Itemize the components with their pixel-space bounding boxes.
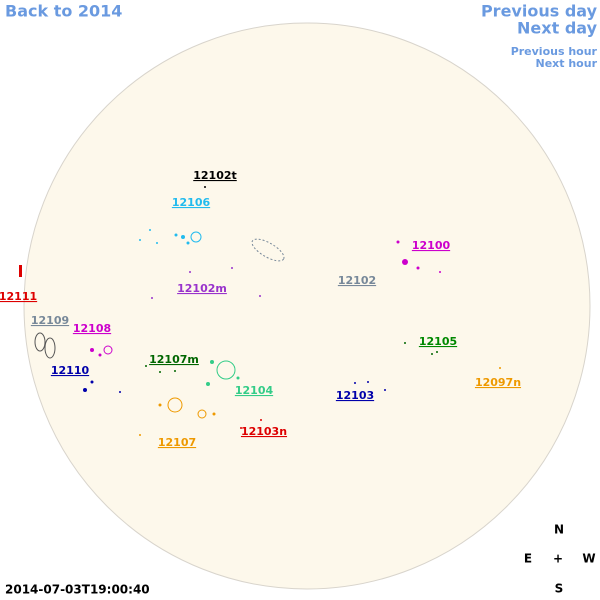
region-label[interactable]: 12109 xyxy=(31,314,69,327)
compass-south: S xyxy=(555,582,564,596)
region-label[interactable]: 12103n xyxy=(241,425,287,438)
region-label[interactable]: 12106 xyxy=(172,196,211,209)
region-label[interactable]: 12108 xyxy=(73,322,111,335)
region-label[interactable]: 12102t xyxy=(193,169,237,182)
timestamp: 2014-07-03T19:00:40 xyxy=(5,583,150,597)
region-label[interactable]: 12105 xyxy=(419,335,457,348)
region-label[interactable]: 12107 xyxy=(158,436,196,449)
region-label[interactable]: 12102 xyxy=(338,274,376,287)
region-label[interactable]: 12111 xyxy=(0,290,37,303)
region-label[interactable]: 12100 xyxy=(412,239,451,252)
next-hour-link[interactable]: Next hour xyxy=(536,57,598,70)
region-label[interactable]: 12097n xyxy=(475,376,521,389)
region-label[interactable]: 12103 xyxy=(336,389,374,402)
region-label[interactable]: 12104 xyxy=(235,384,274,397)
back-link[interactable]: Back to 2014 xyxy=(5,2,122,21)
compass-west: W xyxy=(582,552,595,566)
sunspot-marks xyxy=(19,186,501,436)
solar-disk xyxy=(23,22,591,590)
compass-center: + xyxy=(553,552,563,566)
next-day-link[interactable]: Next day xyxy=(517,19,598,38)
compass-north: N xyxy=(554,523,564,537)
previous-day-link[interactable]: Previous day xyxy=(481,2,598,21)
region-label[interactable]: 12107m xyxy=(149,353,199,366)
previous-hour-link[interactable]: Previous hour xyxy=(511,45,598,58)
region-label[interactable]: 12102m xyxy=(177,282,227,295)
compass-east: E xyxy=(524,552,532,566)
region-label[interactable]: 12110 xyxy=(51,364,90,377)
